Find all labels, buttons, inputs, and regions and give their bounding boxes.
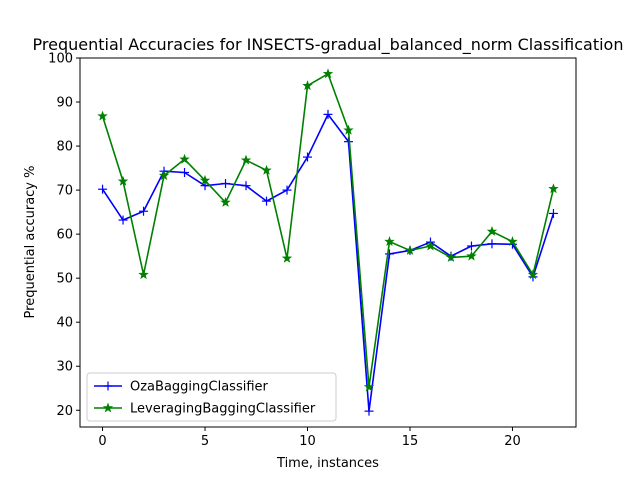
data-point [425, 240, 436, 251]
data-point [98, 184, 108, 194]
data-point [384, 249, 394, 259]
chart-title: Prequential Accuracies for INSECTS-gradu… [33, 35, 624, 55]
x-axis-ticks: 0 5 10 15 20 [98, 427, 521, 449]
x-tick-label: 0 [98, 434, 106, 449]
series-2 [97, 68, 559, 392]
y-tick-label: 100 [48, 52, 73, 67]
data-point [302, 80, 313, 91]
data-point [364, 406, 374, 416]
data-point [158, 170, 170, 180]
data-point [548, 208, 558, 218]
data-point [180, 167, 190, 177]
y-tick-label: 30 [56, 360, 73, 375]
legend-marker [103, 381, 113, 391]
data-point [117, 175, 129, 186]
legend-entry: OzaBaggingClassifier [94, 380, 269, 395]
data-point [261, 164, 272, 175]
data-point [445, 251, 457, 262]
data-point [343, 124, 354, 135]
data-point [221, 178, 231, 188]
data-point [466, 250, 477, 261]
data-point [322, 68, 334, 79]
x-axis-label: Time, instances [276, 456, 379, 471]
y-tick-label: 40 [56, 316, 73, 331]
x-tick-label: 5 [201, 434, 209, 449]
data-point [118, 215, 128, 225]
data-point [487, 239, 497, 249]
x-tick-label: 20 [504, 434, 521, 449]
data-point [220, 196, 231, 207]
plot-area [97, 68, 559, 416]
data-point [363, 381, 375, 392]
data-point [507, 236, 518, 247]
y-tick-label: 70 [56, 184, 73, 199]
y-tick-label: 60 [56, 228, 73, 243]
y-axis-ticks: 20 30 40 50 60 70 80 90 100 [48, 52, 80, 419]
y-axis-label: Prequential accuracy % [23, 166, 38, 319]
axes-frame [79, 57, 577, 428]
data-point [548, 183, 559, 194]
data-point [281, 252, 293, 263]
data-point [466, 241, 476, 251]
data-point [199, 174, 211, 185]
data-point [527, 269, 539, 280]
y-tick-label: 80 [56, 140, 73, 155]
y-tick-label: 50 [56, 272, 73, 287]
legend-marker [102, 402, 114, 413]
legend-entry: LeveragingBaggingClassifier [94, 402, 316, 417]
data-point [241, 181, 251, 191]
data-point [179, 153, 190, 164]
y-tick-label: 90 [56, 96, 73, 111]
data-point [262, 196, 272, 206]
data-point [200, 181, 210, 191]
legend-label: LeveragingBaggingClassifier [130, 402, 316, 417]
data-point [282, 185, 292, 195]
legend-box [86, 372, 337, 422]
data-point [303, 152, 313, 162]
legend-label: OzaBaggingClassifier [130, 380, 269, 395]
data-point [404, 244, 416, 255]
data-point [138, 269, 149, 280]
data-point [139, 206, 149, 216]
data-point [240, 154, 252, 165]
data-point [384, 236, 395, 247]
data-point [97, 110, 108, 121]
data-point [486, 226, 498, 236]
data-point [323, 109, 333, 119]
y-tick-label: 20 [56, 404, 73, 419]
x-tick-label: 10 [299, 434, 316, 449]
x-tick-label: 15 [402, 434, 419, 449]
legend: OzaBaggingClassifier LeveragingBaggingCla… [86, 372, 337, 422]
